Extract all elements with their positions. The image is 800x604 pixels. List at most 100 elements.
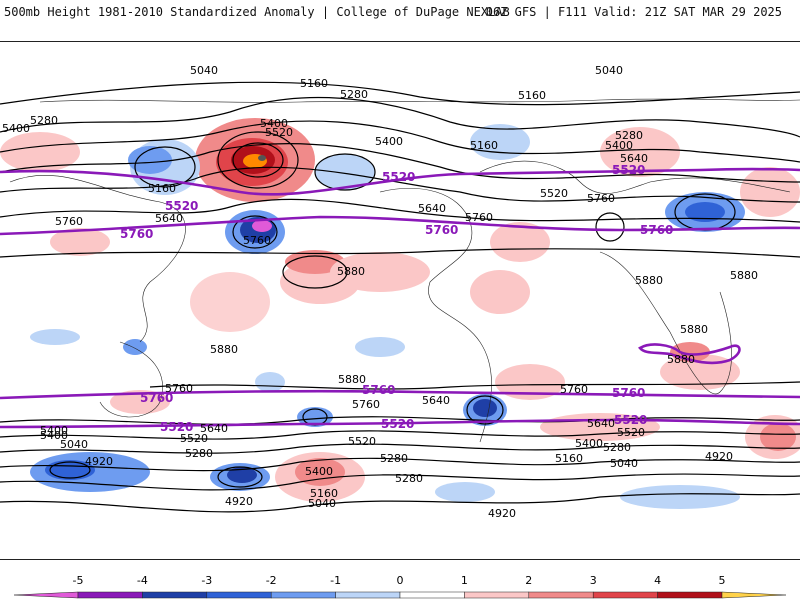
purple-label-5760: 5760	[425, 223, 458, 237]
contour-label-5160: 5160	[470, 139, 498, 152]
contour-label-5880: 5880	[635, 274, 663, 287]
color-scale-tick-label: -2	[266, 574, 277, 587]
color-scale-segment	[206, 591, 272, 599]
contour-label-5040: 5040	[308, 497, 336, 510]
color-scale-segment	[657, 591, 723, 599]
model-run-info: 06Z GFS | F111 Valid: 21Z SAT MAR 29 202…	[485, 5, 782, 19]
contour-label-5760: 5760	[165, 382, 193, 395]
contour-label-5520: 5520	[265, 126, 293, 139]
height-contour-labels: 5040 5040 5160 5160 5160 5160 5280 5280 …	[2, 64, 758, 520]
color-scale-tick-label: 5	[719, 574, 726, 587]
purple-label-5520: 5520	[614, 413, 647, 427]
contour-label-5400: 5400	[375, 135, 403, 148]
color-scale-bar: -5 -4 -3 -2 -1 0 1 2 3 4 5	[13, 574, 787, 599]
contour-label-4920: 4920	[705, 450, 733, 463]
map-panel: 5040 5040 5160 5160 5160 5160 5280 5280 …	[0, 41, 800, 560]
color-scale-tick-label: -4	[137, 574, 148, 587]
color-scale-segment	[464, 591, 530, 599]
contour-label-5880: 5880	[210, 343, 238, 356]
contour-label-5160: 5160	[518, 89, 546, 102]
purple-label-5760: 5760	[612, 386, 645, 400]
contour-label-5640: 5640	[620, 152, 648, 165]
contour-label-5040: 5040	[60, 438, 88, 451]
contour-label-5400: 5400	[260, 117, 288, 130]
contour-label-5160: 5160	[310, 487, 338, 500]
purple-label-5760: 5760	[140, 391, 173, 405]
height-contours	[0, 81, 800, 513]
color-scale-segments	[13, 591, 787, 599]
contour-label-4920: 4920	[488, 507, 516, 520]
contour-label-5280: 5280	[395, 472, 423, 485]
color-scale-segment	[592, 591, 658, 599]
color-scale-tick-label: 0	[397, 574, 404, 587]
purple-label-5520: 5520	[165, 199, 198, 213]
contour-label-5640: 5640	[422, 394, 450, 407]
contour-label-5280: 5280	[615, 129, 643, 142]
contour-label-5400: 5400	[575, 437, 603, 450]
contour-label-5880: 5880	[337, 265, 365, 278]
color-scale-segment	[77, 591, 143, 599]
contour-label-5040: 5040	[190, 64, 218, 77]
color-scale-ticks: -5 -4 -3 -2 -1 0 1 2 3 4 5	[73, 574, 726, 587]
contour-label-5640: 5640	[587, 417, 615, 430]
color-scale-segment	[399, 591, 465, 599]
contour-label-5160: 5160	[148, 182, 176, 195]
color-scale-tick-label: 1	[461, 574, 468, 587]
contour-label-4920: 4920	[85, 455, 113, 468]
contour-label-5520: 5520	[180, 432, 208, 445]
contour-label-5400: 5400	[40, 429, 68, 442]
purple-label-5520: 5520	[160, 420, 193, 434]
purple-label-5520: 5520	[381, 417, 414, 431]
contour-label-5760: 5760	[55, 215, 83, 228]
purple-label-5760: 5760	[640, 223, 673, 237]
color-scale-arrow-left	[13, 591, 79, 599]
contour-label-5400: 5400	[2, 122, 30, 135]
contour-label-5520: 5520	[348, 435, 376, 448]
contour-label-5280: 5280	[340, 88, 368, 101]
color-scale-tick-label: -5	[73, 574, 84, 587]
contour-label-5280: 5280	[30, 114, 58, 127]
contour-label-5520: 5520	[540, 187, 568, 200]
contour-label-5880: 5880	[680, 323, 708, 336]
contour-label-5760: 5760	[560, 383, 588, 396]
contour-label-5760: 5760	[587, 192, 615, 205]
contour-label-5880: 5880	[667, 353, 695, 366]
color-scale-tick-label: 2	[525, 574, 532, 587]
color-scale-tick-label: -1	[330, 574, 341, 587]
contour-label-5880: 5880	[338, 373, 366, 386]
contour-label-5640: 5640	[418, 202, 446, 215]
contour-label-5400: 5400	[305, 465, 333, 478]
contour-label-5280: 5280	[185, 447, 213, 460]
title-bar: 500mb Height 1981-2010 Standardized Anom…	[0, 0, 800, 32]
color-scale-segment	[335, 591, 401, 599]
contour-label-5640: 5640	[200, 422, 228, 435]
contour-label-5400: 5400	[605, 139, 633, 152]
contour-label-5880: 5880	[730, 269, 758, 282]
contour-label-5040: 5040	[595, 64, 623, 77]
color-scale-arrow-right	[721, 591, 787, 599]
purple-label-5760: 5760	[120, 227, 153, 241]
contour-label-5760: 5760	[243, 234, 271, 247]
contour-label-5760: 5760	[352, 398, 380, 411]
contour-label-5760: 5760	[465, 211, 493, 224]
contour-label-5520: 5520	[617, 426, 645, 439]
anomaly-map: 5040 5040 5160 5160 5160 5160 5280 5280 …	[0, 64, 800, 520]
map-title: 500mb Height 1981-2010 Standardized Anom…	[4, 5, 510, 19]
contour-label-5040: 5040	[610, 457, 638, 470]
color-scale-segment	[142, 591, 208, 599]
contour-label-5640: 5640	[155, 212, 183, 225]
color-scale-tick-label: 3	[590, 574, 597, 587]
contour-label-5160: 5160	[555, 452, 583, 465]
purple-contour-labels: 5520 5520 5520 5760 5760 5760 5760 5760 …	[120, 163, 673, 434]
contour-label-5160: 5160	[300, 77, 328, 90]
contour-label-5400: 5400	[40, 424, 68, 437]
purple-label-5760: 5760	[362, 383, 395, 397]
color-scale-segment	[528, 591, 594, 599]
color-scale-tick-label: -3	[201, 574, 212, 587]
contour-label-5280: 5280	[603, 441, 631, 454]
color-scale-tick-label: 4	[654, 574, 661, 587]
purple-label-5520: 5520	[612, 163, 645, 177]
color-scale-legend: -5 -4 -3 -2 -1 0 1 2 3 4 5	[0, 570, 800, 600]
purple-contours	[0, 167, 800, 429]
purple-label-5520: 5520	[382, 170, 415, 184]
